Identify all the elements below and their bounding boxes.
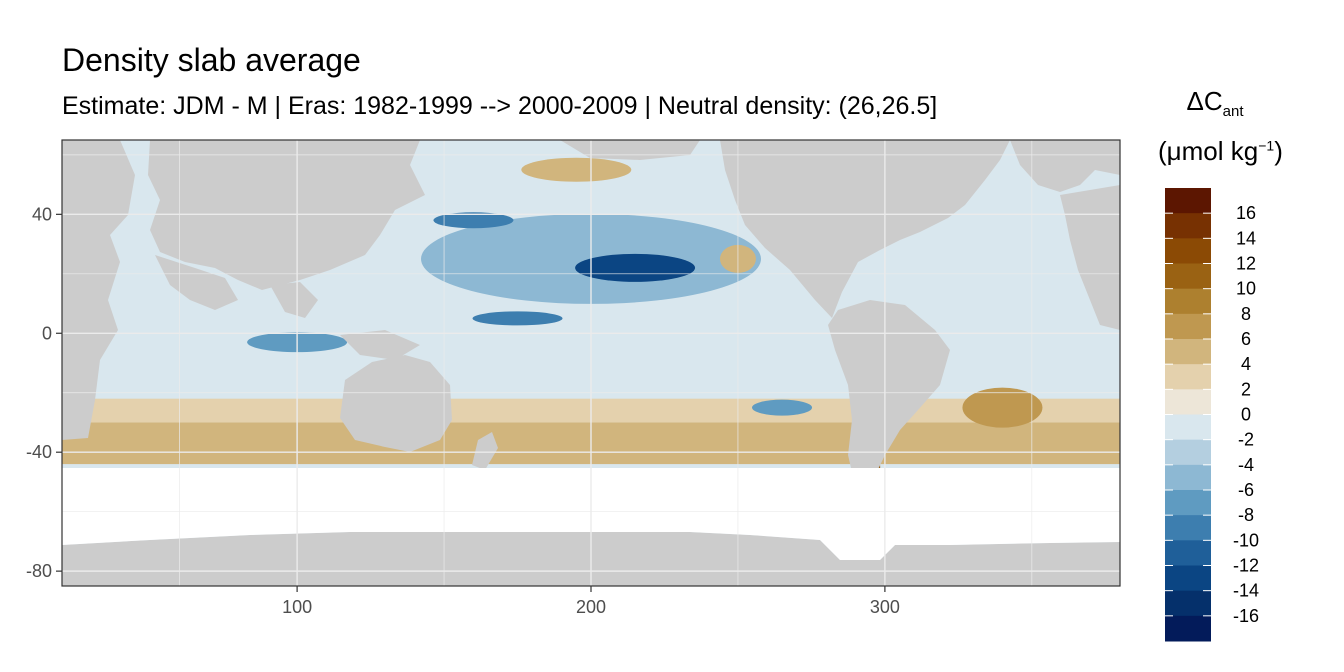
colorbar-label: 4 [1241, 354, 1251, 374]
colorbar-segment [1165, 238, 1211, 264]
land-new-guinea [340, 330, 420, 360]
colorbar-segment [1165, 515, 1211, 541]
legend-title-unit: (μmol kg−1) [1158, 136, 1283, 167]
colorbar-segment [1165, 188, 1211, 214]
ocean-south-pacific-patch [752, 399, 813, 416]
grid-lines [62, 140, 1120, 586]
colorbar-segment [1165, 540, 1211, 566]
y-tick-label: -80 [26, 561, 52, 581]
colorbar-segment [1165, 313, 1211, 340]
land-india [155, 255, 238, 310]
colorbar-segment [1165, 364, 1211, 390]
map-content [62, 140, 1120, 586]
colorbar-label: 8 [1241, 304, 1251, 324]
map-subtitle: Estimate: JDM - M | Eras: 1982-1999 --> … [62, 92, 938, 120]
colorbar-label: 14 [1236, 228, 1256, 248]
colorbar-label: -16 [1233, 606, 1259, 626]
legend-unit-exp: −1 [1258, 137, 1275, 154]
legend-subscript: ant [1222, 103, 1244, 121]
colorbar-label: 2 [1241, 379, 1251, 399]
colorbar-label: 0 [1241, 405, 1251, 425]
x-axis: 100 200 300 [282, 586, 900, 617]
ocean-equatorial-patch [472, 311, 563, 326]
ocean-north-tan [521, 157, 632, 182]
y-tick-label: 40 [32, 204, 52, 224]
colorbar-label: -6 [1238, 480, 1254, 500]
colorbar-label: -12 [1233, 556, 1259, 576]
colorbar-segment [1165, 339, 1211, 365]
colorbar-segment [1165, 389, 1211, 415]
land-north-america [720, 140, 1010, 318]
legend-unit-base: (μmol kg [1158, 136, 1259, 166]
land-europe-africa-east [1060, 185, 1120, 330]
colorbar-label: -4 [1238, 455, 1254, 475]
colorbar-legend: 16 14 12 10 8 6 4 2 0 -2 -4 -6 -8 -10 -12 -14 -16 [1165, 188, 1259, 642]
y-axis: 40 0 -40 -80 [26, 204, 62, 581]
land-greenland [1010, 140, 1120, 192]
colorbar-label: 12 [1236, 254, 1256, 274]
no-data-antarctic-edge [62, 528, 1120, 560]
colorbar-label: -10 [1233, 530, 1259, 550]
colorbar-segment [1165, 213, 1211, 239]
colorbar-segment [1165, 590, 1211, 617]
colorbar-segment [1165, 288, 1211, 315]
ocean-dark-blue-patch [575, 253, 696, 282]
legend-unit-close: ) [1274, 136, 1283, 166]
colorbar-label: -14 [1233, 581, 1259, 601]
land-new-zealand [472, 432, 498, 470]
y-tick-label: -40 [26, 442, 52, 462]
land-south-america [828, 300, 950, 490]
colorbar-segment [1165, 414, 1211, 441]
x-tick-label: 300 [870, 597, 900, 617]
y-tick-label: 0 [42, 323, 52, 343]
colorbar-label: -2 [1238, 430, 1254, 450]
ocean-kuroshio-patch [433, 212, 514, 229]
colorbar-label: 16 [1236, 203, 1256, 223]
colorbar-segment [1165, 565, 1211, 592]
colorbar-label: 10 [1236, 279, 1256, 299]
land-maritime-asia [270, 282, 318, 318]
colorbar-segment [1165, 464, 1211, 491]
colorbar-segment [1165, 439, 1211, 466]
map-title: Density slab average [62, 42, 361, 78]
x-tick-label: 100 [282, 597, 312, 617]
colorbar-label: 6 [1241, 329, 1251, 349]
legend-symbol: ΔC [1186, 86, 1223, 116]
colorbar-segment [1165, 490, 1211, 516]
land-australia [340, 355, 452, 452]
legend-title-symbol: ΔCant [1160, 86, 1270, 120]
ocean-south-atlantic-tan [962, 387, 1043, 428]
x-tick-label: 200 [576, 597, 606, 617]
colorbar-segment [1165, 263, 1211, 290]
colorbar-label: -8 [1238, 505, 1254, 525]
colorbar-segment [1165, 615, 1211, 642]
